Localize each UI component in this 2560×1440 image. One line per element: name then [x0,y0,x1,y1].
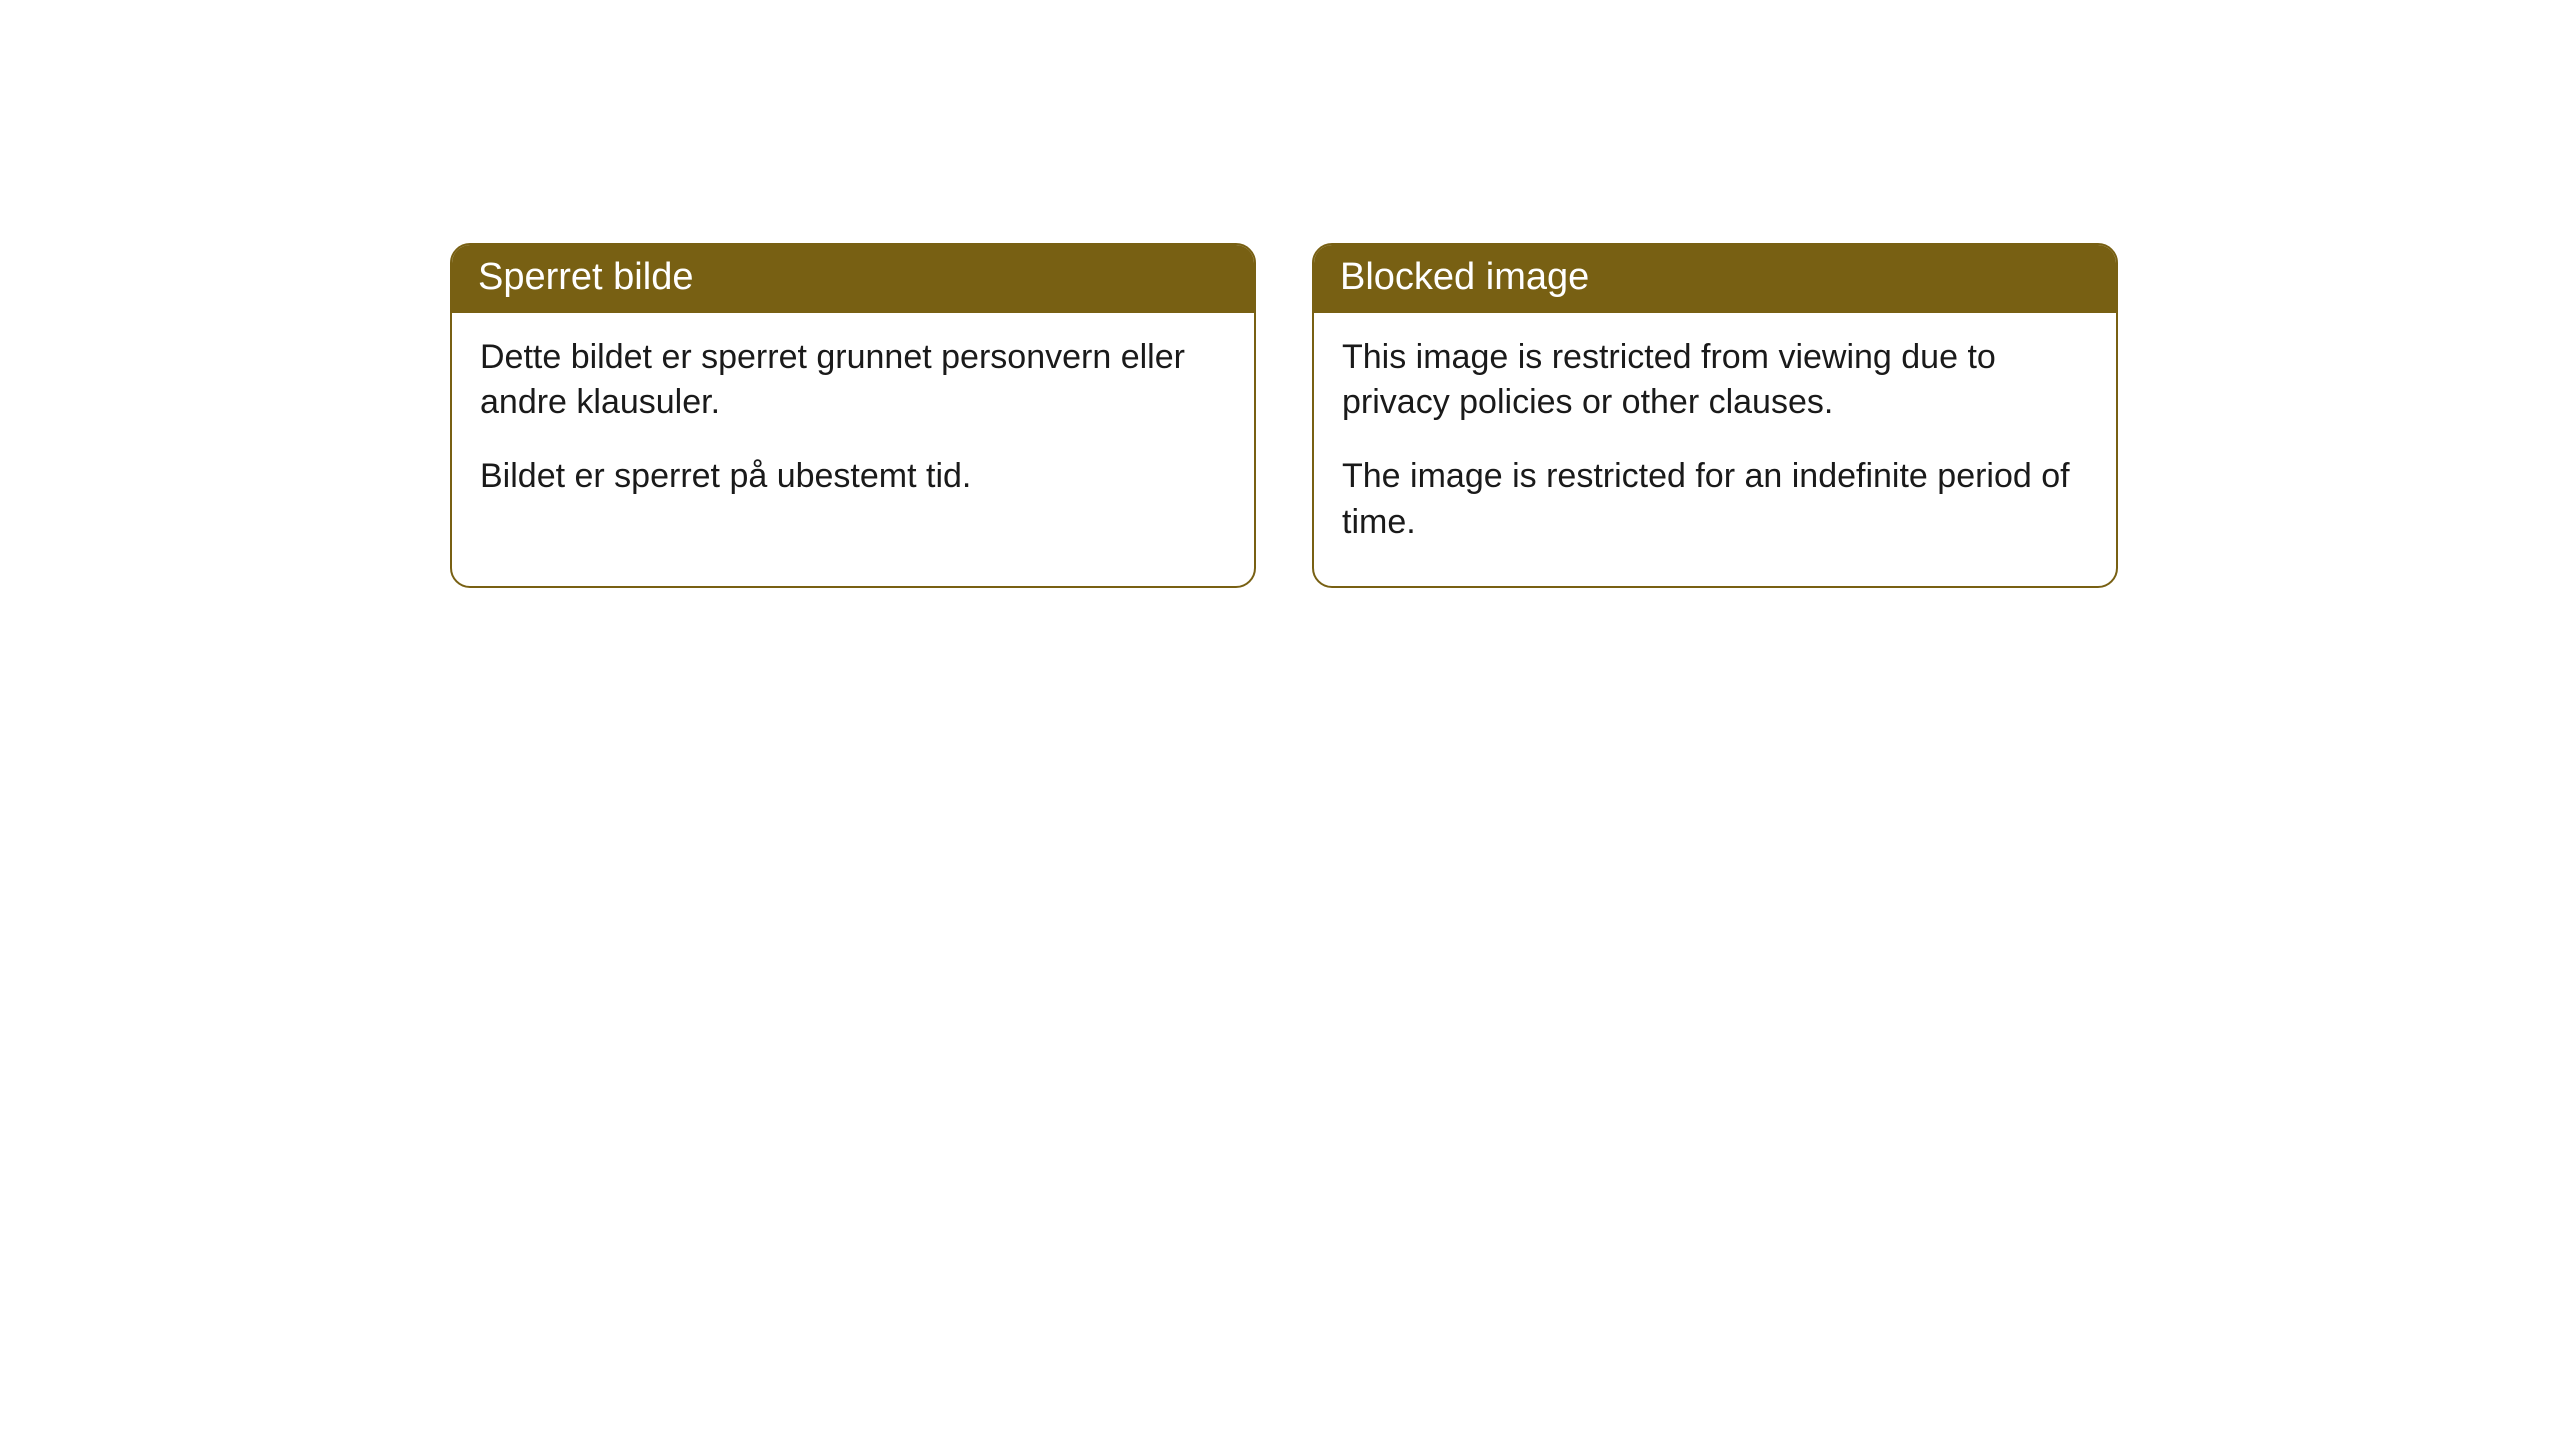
blocked-image-card-no: Sperret bilde Dette bildet er sperret gr… [450,243,1256,588]
card-paragraph: Dette bildet er sperret grunnet personve… [480,335,1226,427]
cards-container: Sperret bilde Dette bildet er sperret gr… [450,243,2118,588]
card-paragraph: This image is restricted from viewing du… [1342,335,2088,427]
card-body: Dette bildet er sperret grunnet personve… [452,313,1254,541]
card-body: This image is restricted from viewing du… [1314,313,2116,587]
card-paragraph: Bildet er sperret på ubestemt tid. [480,454,1226,500]
card-title: Sperret bilde [478,256,693,298]
card-title: Blocked image [1340,256,1589,298]
card-header: Sperret bilde [452,245,1254,313]
card-paragraph: The image is restricted for an indefinit… [1342,454,2088,546]
card-header: Blocked image [1314,245,2116,313]
blocked-image-card-en: Blocked image This image is restricted f… [1312,243,2118,588]
